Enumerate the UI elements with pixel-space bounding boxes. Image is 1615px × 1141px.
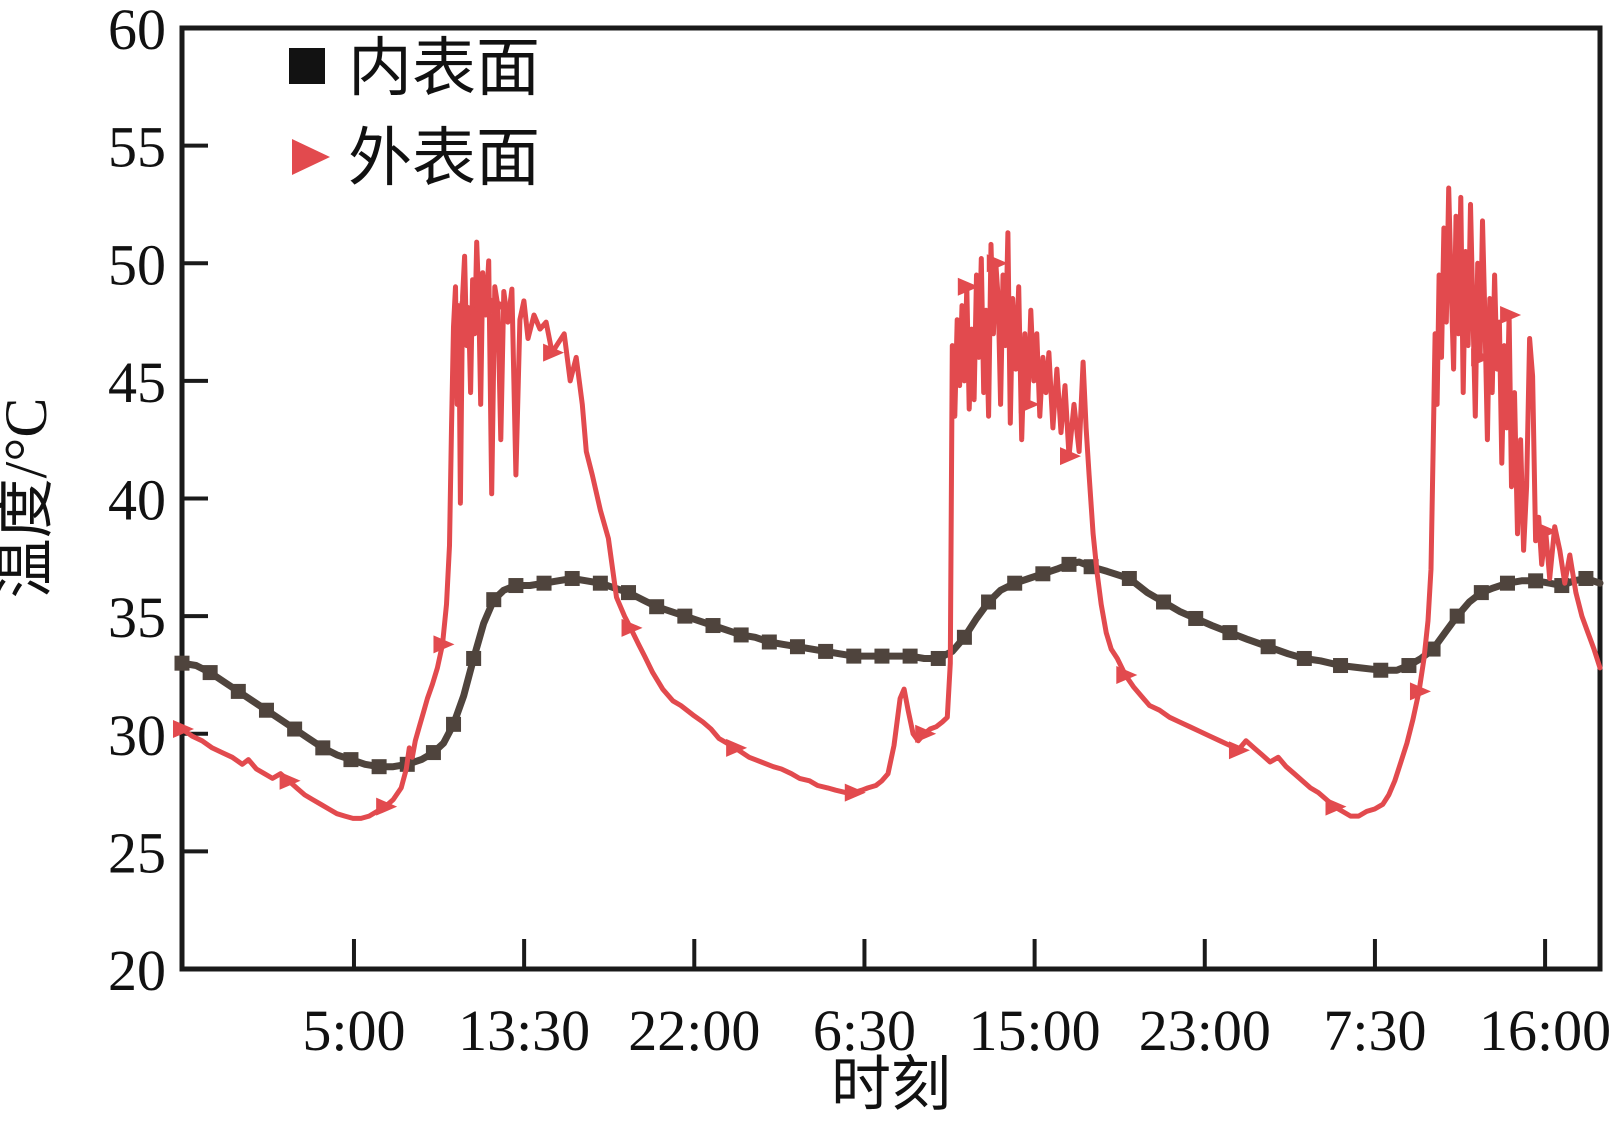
inner-surface-marker xyxy=(1007,575,1023,591)
x-tick-label: 15:00 xyxy=(969,998,1101,1063)
inner-surface-marker xyxy=(930,650,946,666)
outer-surface-marker xyxy=(543,343,565,362)
inner-surface-marker xyxy=(677,608,693,624)
y-tick-label: 40 xyxy=(108,468,166,533)
inner-surface-marker xyxy=(1473,585,1489,601)
inner-surface-marker xyxy=(1528,573,1544,589)
inner-surface-marker xyxy=(174,655,190,671)
inner-surface-marker xyxy=(1425,641,1441,657)
y-tick-label: 50 xyxy=(108,232,166,297)
inner-surface-marker xyxy=(1333,658,1349,674)
inner-surface-marker xyxy=(1188,610,1204,626)
x-tick-label: 22:00 xyxy=(628,998,760,1063)
inner-surface-marker xyxy=(1061,556,1077,572)
inner-surface-marker xyxy=(536,575,552,591)
outer-surface-marker xyxy=(376,797,398,816)
inner-surface-marker xyxy=(1260,639,1276,655)
inner-surface-marker xyxy=(287,721,303,737)
y-tick-label: 25 xyxy=(108,820,166,885)
inner-surface-marker xyxy=(846,648,862,664)
inner-surface-marker xyxy=(981,594,997,610)
inner-surface-marker xyxy=(371,759,387,775)
inner-surface-marker xyxy=(1373,662,1389,678)
inner-surface-marker xyxy=(230,683,246,699)
y-tick-label: 30 xyxy=(108,703,166,768)
inner-surface-marker xyxy=(761,634,777,650)
inner-surface-marker xyxy=(425,745,441,761)
inner-surface-marker xyxy=(789,639,805,655)
inner-surface-marker xyxy=(343,752,359,768)
outer-surface-marker xyxy=(957,277,979,296)
legend-outer-surface-label: 外表面 xyxy=(348,123,540,194)
inner-surface-marker xyxy=(592,575,608,591)
inner-surface-marker xyxy=(1222,625,1238,641)
outer-surface-marker xyxy=(986,254,1008,273)
inner-surface-marker xyxy=(705,618,721,634)
inner-surface-marker xyxy=(956,629,972,645)
outer-surface-marker xyxy=(1409,682,1431,701)
outer-surface-marker xyxy=(621,618,643,637)
y-tick-label: 60 xyxy=(108,0,166,62)
outer-surface-marker xyxy=(1471,348,1493,367)
outer-surface-marker xyxy=(1228,741,1250,760)
x-tick-label: 6:30 xyxy=(813,998,916,1063)
inner-surface-marker xyxy=(1449,608,1465,624)
y-axis-title: 温度/°C xyxy=(0,398,59,599)
x-tick-label: 23:00 xyxy=(1139,998,1271,1063)
outer-surface-marker xyxy=(726,738,748,757)
outer-surface-marker xyxy=(173,720,194,739)
x-tick-label: 5:00 xyxy=(302,998,405,1063)
chart-layer: 20 25 30 35 40 45 50 55 60 5:00 13:30 22:00 6:30 15:0… xyxy=(108,0,1611,1063)
inner-surface-marker xyxy=(1121,570,1137,586)
inner-surface-marker xyxy=(486,592,502,608)
inner-surface-marker xyxy=(446,716,462,732)
legend-outer-surface-marker xyxy=(292,139,330,175)
inner-surface-marker xyxy=(202,665,218,681)
inner-surface-marker xyxy=(1296,650,1312,666)
outer-surface-marker xyxy=(1018,395,1040,414)
outer-surface-marker xyxy=(1116,665,1138,684)
inner-surface-marker xyxy=(902,648,918,664)
x-tick-label: 7:30 xyxy=(1323,998,1426,1063)
y-tick-label: 55 xyxy=(108,115,166,180)
inner-surface-marker xyxy=(564,570,580,586)
inner-surface-marker xyxy=(1578,570,1594,586)
inner-surface-marker xyxy=(733,627,749,643)
x-tick-label: 13:30 xyxy=(458,998,590,1063)
outer-surface-marker xyxy=(1060,447,1082,466)
x-tick-label: 16:00 xyxy=(1479,998,1611,1063)
outer-surface-marker xyxy=(1500,306,1522,325)
inner-surface-marker xyxy=(874,648,890,664)
outer-surface-marker xyxy=(459,301,481,320)
inner-surface-marker xyxy=(258,702,274,718)
legend-inner-surface-label: 内表面 xyxy=(348,33,540,104)
inner-surface-marker xyxy=(315,740,331,756)
y-tick-label: 45 xyxy=(108,350,166,415)
outer-surface-marker xyxy=(1536,522,1558,541)
inner-surface-marker xyxy=(466,650,482,666)
inner-surface-marker xyxy=(1499,575,1515,591)
inner-surface-marker xyxy=(508,578,524,594)
outer-surface-marker xyxy=(279,771,301,790)
y-tick-label: 20 xyxy=(108,938,166,1003)
y-tick-label: 35 xyxy=(108,585,166,650)
inner-surface-marker xyxy=(621,585,637,601)
outer-surface-marker xyxy=(844,783,866,802)
x-axis-title: 时刻 xyxy=(831,1052,951,1118)
outer-surface-line xyxy=(179,185,1603,821)
outer-surface-marker xyxy=(1442,277,1464,296)
inner-surface-marker xyxy=(649,599,665,615)
outer-surface-marker xyxy=(488,296,510,315)
inner-surface-marker xyxy=(1035,566,1051,582)
inner-surface-marker xyxy=(1401,658,1417,674)
outer-surface-marker xyxy=(1325,797,1347,816)
legend-inner-surface-marker xyxy=(289,48,325,84)
inner-surface-marker xyxy=(818,643,834,659)
outer-surface-marker xyxy=(915,724,937,743)
legend: 内表面 外表面 xyxy=(289,33,540,194)
inner-surface-marker xyxy=(1156,594,1172,610)
outer-surface-marker xyxy=(433,635,455,654)
